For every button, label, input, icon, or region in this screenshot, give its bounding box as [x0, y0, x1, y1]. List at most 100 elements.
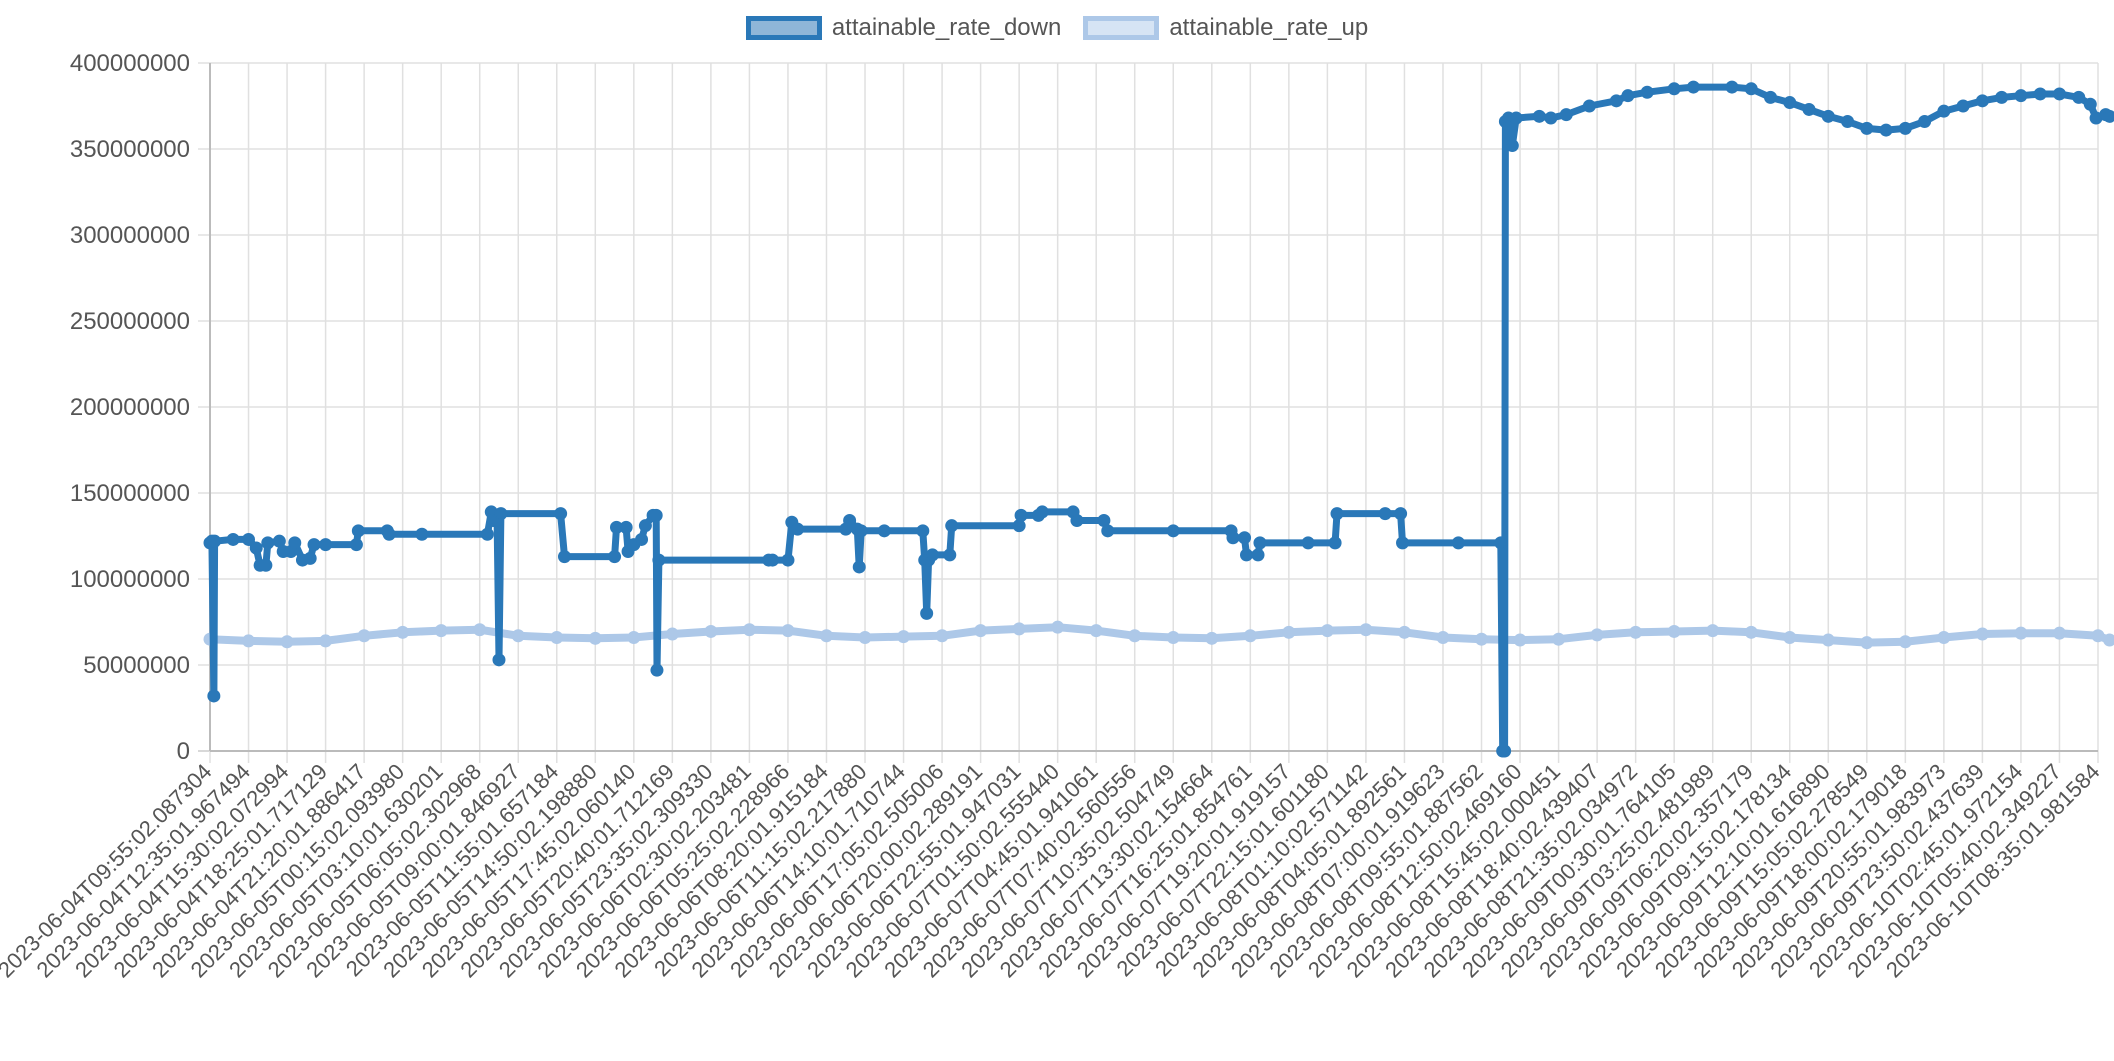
data-point-attainable-rate-up: [2103, 633, 2114, 647]
data-point-attainable-rate-down: [1301, 536, 1315, 550]
data-point-attainable-rate-down: [1582, 99, 1596, 113]
data-point-attainable-rate-down: [925, 548, 939, 562]
data-point-attainable-rate-down: [480, 527, 494, 541]
data-point-attainable-rate-down: [1035, 505, 1049, 519]
data-point-attainable-rate-down: [1505, 139, 1519, 153]
data-point-attainable-rate-down: [1532, 109, 1546, 123]
data-point-attainable-rate-up: [1821, 633, 1835, 647]
data-point-attainable-rate-up: [1359, 623, 1373, 637]
data-point-attainable-rate-down: [608, 550, 622, 564]
data-point-attainable-rate-down: [1070, 514, 1084, 528]
data-point-attainable-rate-up: [1975, 627, 1989, 641]
data-point-attainable-rate-up: [704, 624, 718, 638]
data-point-attainable-rate-down: [1394, 507, 1408, 521]
data-point-attainable-rate-down: [208, 534, 222, 548]
data-point-attainable-rate-down: [494, 507, 508, 521]
data-point-attainable-rate-up: [819, 629, 833, 643]
data-point-attainable-rate-down: [382, 527, 396, 541]
data-point-attainable-rate-down: [650, 663, 664, 677]
data-point-attainable-rate-down: [1621, 89, 1635, 103]
data-point-attainable-rate-up: [1629, 625, 1643, 639]
data-point-attainable-rate-up: [1205, 631, 1219, 645]
data-point-attainable-rate-up: [588, 631, 602, 645]
data-point-attainable-rate-up: [1783, 630, 1797, 644]
data-point-attainable-rate-down: [307, 538, 321, 552]
data-point-attainable-rate-up: [1089, 624, 1103, 638]
legend-item-attainable-rate-up[interactable]: attainable_rate_up: [1083, 14, 1368, 42]
data-point-attainable-rate-down: [207, 689, 221, 703]
data-point-attainable-rate-down: [1975, 94, 1989, 108]
data-point-attainable-rate-up: [1166, 630, 1180, 644]
y-tick-label: 100000000: [70, 566, 190, 593]
data-point-attainable-rate-up: [1513, 633, 1527, 647]
legend-item-attainable-rate-down[interactable]: attainable_rate_down: [745, 14, 1061, 42]
data-point-attainable-rate-down: [854, 524, 868, 538]
data-point-attainable-rate-down: [349, 538, 363, 552]
data-point-attainable-rate-up: [2014, 626, 2028, 640]
legend-label-up: attainable_rate_up: [1169, 14, 1369, 41]
data-point-attainable-rate-down: [649, 508, 663, 522]
data-point-attainable-rate-down: [1918, 114, 1932, 128]
data-point-attainable-rate-down: [877, 524, 891, 538]
data-point-attainable-rate-down: [1995, 90, 2009, 104]
y-tick-label: 150000000: [70, 480, 190, 507]
data-point-attainable-rate-down: [1802, 102, 1816, 116]
legend: attainable_rate_down attainable_rate_up: [0, 14, 2114, 42]
data-point-attainable-rate-down: [843, 514, 857, 528]
data-point-attainable-rate-down: [2014, 89, 2028, 103]
data-point-attainable-rate-down: [1667, 82, 1681, 96]
data-point-attainable-rate-up: [1320, 624, 1334, 638]
data-point-attainable-rate-up: [1128, 629, 1142, 643]
data-point-attainable-rate-up: [1475, 632, 1489, 646]
data-point-attainable-rate-down: [619, 520, 633, 534]
data-point-attainable-rate-down: [226, 532, 240, 546]
data-point-attainable-rate-up: [665, 627, 679, 641]
data-point-attainable-rate-up: [1243, 629, 1257, 643]
y-tick-label: 300000000: [70, 222, 190, 249]
data-point-attainable-rate-down: [1494, 536, 1508, 550]
data-point-attainable-rate-down: [635, 532, 649, 546]
data-point-attainable-rate-down: [351, 524, 365, 538]
data-point-attainable-rate-up: [1012, 622, 1026, 636]
data-point-attainable-rate-up: [1706, 624, 1720, 638]
series-line-attainable-rate-down: [206, 83, 2114, 755]
data-point-attainable-rate-up: [897, 630, 911, 644]
data-point-attainable-rate-up: [1436, 630, 1450, 644]
data-point-attainable-rate-up: [1552, 632, 1566, 646]
data-point-attainable-rate-down: [1253, 536, 1267, 550]
data-point-attainable-rate-up: [550, 630, 564, 644]
legend-swatch-down: [745, 16, 822, 40]
data-point-attainable-rate-down: [1498, 744, 1512, 758]
data-point-attainable-rate-down: [1226, 531, 1240, 545]
data-point-attainable-rate-down: [1763, 90, 1777, 104]
data-point-attainable-rate-up: [2052, 626, 2066, 640]
data-point-attainable-rate-down: [1860, 121, 1874, 135]
data-point-attainable-rate-down: [1014, 508, 1028, 522]
data-point-attainable-rate-up: [858, 630, 872, 644]
data-point-attainable-rate-down: [1821, 109, 1835, 123]
data-point-attainable-rate-down: [1101, 524, 1115, 538]
data-point-attainable-rate-down: [1238, 531, 1252, 545]
data-point-attainable-rate-up: [935, 629, 949, 643]
data-point-attainable-rate-down: [2052, 87, 2066, 101]
data-point-attainable-rate-down: [1328, 536, 1342, 550]
data-point-attainable-rate-down: [288, 536, 302, 550]
data-point-attainable-rate-up: [1051, 620, 1065, 634]
data-point-attainable-rate-down: [852, 560, 866, 574]
data-point-attainable-rate-up: [473, 623, 487, 637]
data-point-attainable-rate-up: [396, 625, 410, 639]
data-point-attainable-rate-down: [1956, 99, 1970, 113]
data-point-attainable-rate-up: [280, 635, 294, 649]
data-point-attainable-rate-down: [920, 606, 934, 620]
data-point-attainable-rate-up: [974, 624, 988, 638]
data-point-attainable-rate-up: [1590, 628, 1604, 642]
data-point-attainable-rate-down: [1744, 82, 1758, 96]
data-point-attainable-rate-down: [1509, 111, 1523, 125]
data-point-attainable-rate-up: [434, 624, 448, 638]
data-point-attainable-rate-down: [1783, 96, 1797, 110]
data-point-attainable-rate-down: [791, 522, 805, 536]
data-point-attainable-rate-down: [1251, 548, 1265, 562]
data-point-attainable-rate-down: [1330, 507, 1344, 521]
